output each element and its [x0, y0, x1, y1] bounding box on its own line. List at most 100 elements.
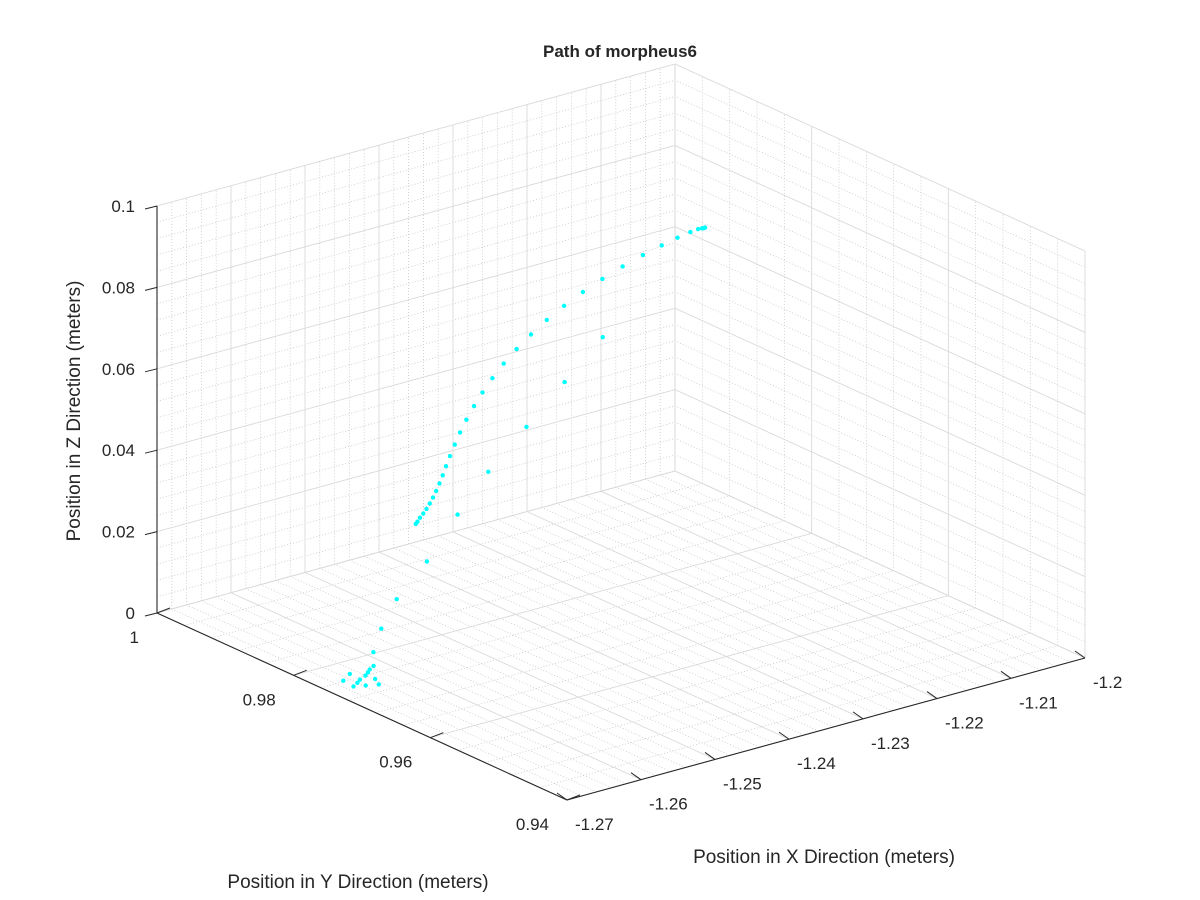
minor-gridline-floor-y [238, 508, 758, 651]
minor-gridline-side-z [674, 210, 1086, 398]
data-point [430, 495, 436, 500]
minor-gridline-side-z [674, 193, 1086, 382]
minor-gridline-floor-x [438, 535, 849, 724]
data-point [675, 235, 680, 240]
data-point [437, 481, 442, 486]
data-point [424, 559, 430, 564]
data-point [620, 264, 625, 269]
data-point [600, 276, 605, 282]
major-gridline-floor-x [452, 531, 864, 720]
minor-gridline-side-z [674, 291, 1086, 480]
major-gridline-back-z [156, 307, 676, 451]
major-grid [156, 63, 1086, 801]
minor-gridline-back-z [156, 454, 676, 598]
major-gridline-side-z [674, 389, 1086, 577]
minor-gridline-back-z [156, 242, 676, 386]
x-tick-mark [1000, 670, 1012, 679]
z-tick-mark [144, 286, 158, 291]
minor-gridline-back-z [156, 372, 676, 516]
major-gridline-floor-x [600, 490, 1012, 679]
minor-gridline-floor-x [319, 568, 730, 756]
data-point [363, 673, 368, 678]
minor-gridline-floor-x [364, 555, 775, 744]
minor-gridline-side-z [674, 275, 1086, 464]
data-point [417, 515, 423, 520]
minor-gridline-back-z [156, 177, 676, 321]
minor-gridline-floor-x [216, 596, 627, 785]
minor-gridline-back-z [156, 340, 676, 484]
minor-gridline-back-z [156, 291, 676, 435]
major-gridline-back-z [156, 470, 676, 614]
minor-gridline-side-z [674, 372, 1086, 561]
x-tick-mark [1074, 650, 1086, 659]
major-gridline-floor-x [378, 551, 790, 740]
minor-gridline-floor-x [630, 482, 1041, 671]
x-tick-mark [704, 752, 716, 760]
y-tick-mark [566, 794, 581, 801]
data-point [447, 453, 453, 459]
minor-gridline-side-z [674, 161, 1086, 350]
z-tick-label: 0.04 [102, 441, 135, 460]
data-point [457, 430, 463, 435]
major-gridline-side-z [674, 226, 1086, 415]
minor-gridline-floor-x [660, 474, 1071, 663]
z-tick-mark [144, 531, 158, 536]
minor-gridline-floor-x [349, 559, 760, 748]
data-point [351, 684, 356, 689]
minor-gridline-back-z [156, 438, 676, 581]
major-gridline-floor-x [526, 511, 938, 699]
z-tick-mark [144, 449, 158, 454]
data-point [421, 511, 426, 516]
x-tick-label: -1.24 [797, 754, 836, 773]
data-point [464, 417, 469, 422]
y-tick-mark [430, 732, 444, 739]
x-tick-label: -1.23 [871, 734, 910, 753]
y-axis-label: Position in Y Direction (meters) [227, 872, 488, 893]
major-gridline-side-z [674, 307, 1086, 496]
minor-gridline-floor-x [275, 580, 686, 768]
data-point [455, 512, 460, 517]
data-point [452, 442, 457, 447]
minor-gridline-back-z [156, 421, 676, 565]
data-point [486, 469, 491, 474]
minor-gridline-side-z [674, 128, 1086, 317]
z-tick-mark [144, 612, 158, 617]
minor-gridline-floor-x [245, 588, 656, 777]
y-tick-label: 0.98 [243, 690, 276, 709]
data-point [415, 519, 420, 524]
minor-gridline-side-z [674, 242, 1086, 431]
minor-gridline-side-z [674, 177, 1086, 366]
minor-gridline-floor-y [348, 557, 867, 701]
minor-gridline-side-z [674, 96, 1086, 284]
minor-gridline-back-z [156, 324, 676, 467]
data-point [695, 226, 701, 232]
x-tick-mark [926, 691, 938, 699]
minor-gridline-back-z [156, 79, 676, 223]
z-tick-label: 0 [126, 604, 135, 623]
minor-gridline-floor-x [497, 519, 908, 708]
data-point [424, 506, 429, 512]
x-tick-label: -1.21 [1019, 693, 1058, 712]
minor-gridline-back-z [156, 356, 676, 500]
data-point [544, 317, 549, 323]
major-gridline-floor-y [430, 595, 949, 739]
minor-gridline-floor-y [402, 582, 922, 726]
chart-title: Path of morpheus6 [543, 42, 697, 61]
data-point [371, 650, 376, 655]
minor-gridline-back-z [156, 210, 676, 353]
data-point [355, 680, 360, 685]
major-gridline-floor-x [230, 592, 642, 781]
y-tick-mark [156, 607, 171, 614]
major-gridline-back-z [156, 389, 676, 532]
minor-gridline-side-z [674, 340, 1086, 529]
x-axis-line [566, 657, 1086, 801]
minor-gridline-floor-x [186, 604, 597, 793]
z-tick-mark [144, 368, 158, 373]
data-point [367, 667, 372, 672]
minor-gridline-back-z [156, 275, 676, 419]
data-point [688, 229, 693, 235]
x-tick-label: -1.2 [1093, 673, 1122, 692]
data-point [394, 597, 399, 602]
